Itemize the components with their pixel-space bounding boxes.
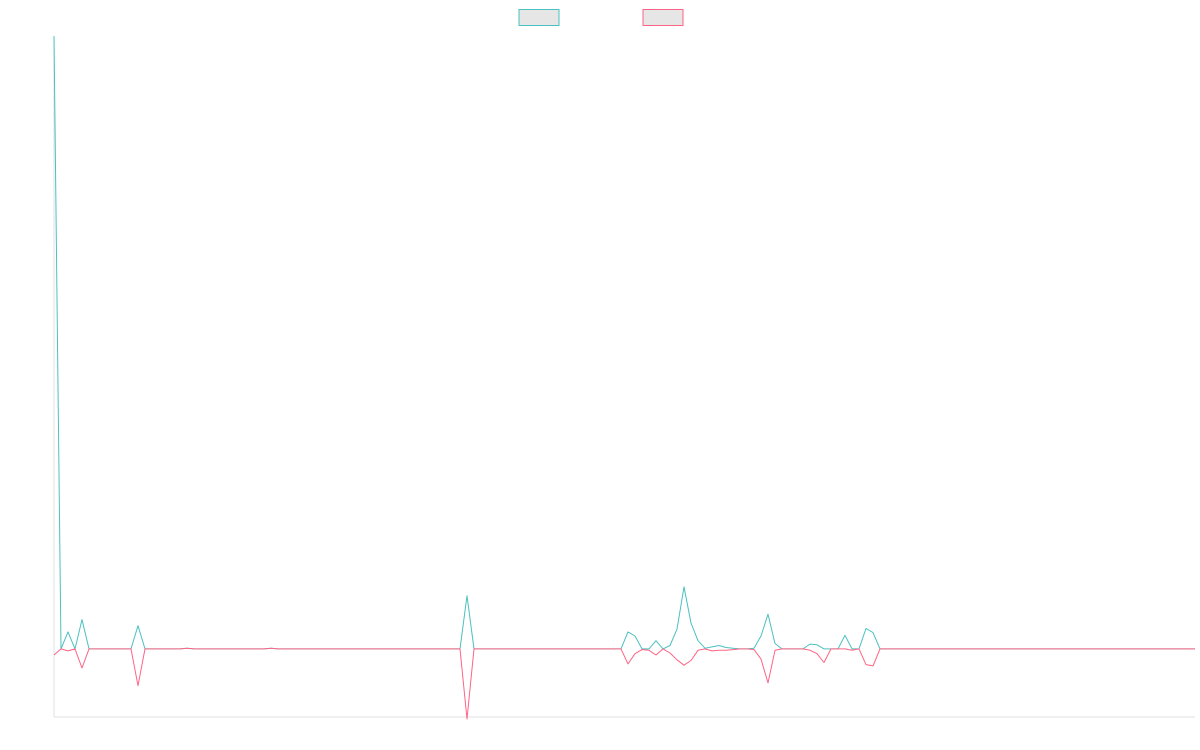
series-layer [53, 35, 1195, 720]
legend-swatch-2[interactable] [642, 9, 684, 26]
series-line-2 [53, 647, 1195, 720]
legend-swatch-1[interactable] [518, 9, 560, 26]
series-line-1 [53, 35, 1195, 650]
chart-axes [53, 36, 1195, 718]
legend[interactable] [518, 9, 684, 26]
